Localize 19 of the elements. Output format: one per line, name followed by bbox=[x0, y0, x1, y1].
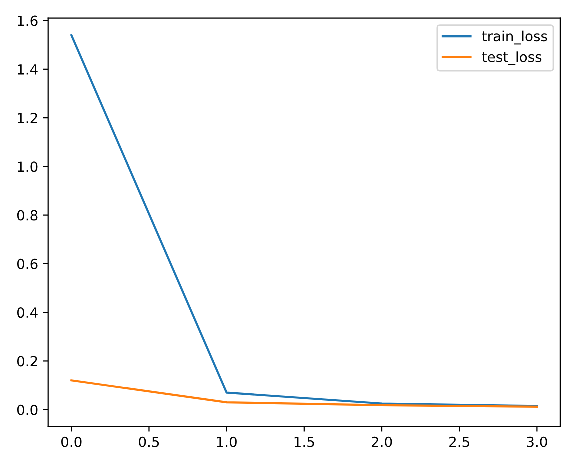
x-tick-label: 2.0 bbox=[372, 436, 392, 448]
legend-label: train_loss bbox=[482, 30, 548, 45]
y-tick-label: 0.6 bbox=[17, 258, 38, 270]
y-tick-label: 0.4 bbox=[17, 308, 38, 318]
x-tick-label: 1.0 bbox=[217, 436, 237, 448]
y-tick-label: 1.6 bbox=[18, 16, 38, 26]
legend-label: test_loss bbox=[482, 52, 542, 66]
y-tick-label: 0.8 bbox=[17, 210, 38, 221]
y-tick-label: 1.0 bbox=[18, 162, 38, 172]
y-tick-label: 1.2 bbox=[18, 113, 38, 124]
x-tick-label: 1.5 bbox=[294, 437, 314, 448]
x-tick-label: 2.5 bbox=[450, 436, 470, 448]
line-series bbox=[70, 380, 538, 408]
x-tick-label: 0.0 bbox=[62, 436, 82, 448]
x-tick-label: 0.5 bbox=[139, 436, 160, 448]
y-tick-label: 0.0 bbox=[17, 404, 38, 416]
y-tick-label: 0.2 bbox=[17, 356, 38, 367]
y-tick-label: 1.4 bbox=[18, 64, 38, 75]
x-tick-label: 3.0 bbox=[527, 436, 548, 448]
